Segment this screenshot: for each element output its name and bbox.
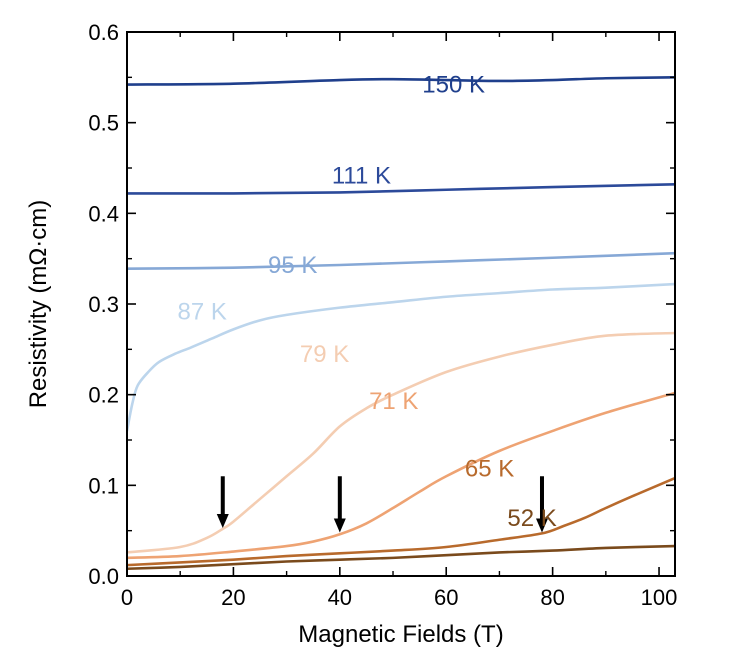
y-tick-label: 0.6	[88, 20, 119, 45]
arrow-head-icon	[535, 518, 548, 533]
curve-labels: 150 K 111 K 95 K 87 K 79 K 71 K 65 K 52 K	[178, 72, 557, 532]
curve-label-52-k: 52 K	[507, 505, 556, 532]
series-line-150-k	[127, 76, 675, 86]
series-line-87-k	[127, 282, 675, 433]
x-tick-label: 100	[641, 585, 678, 610]
curve-label-95-k: 95 K	[268, 252, 317, 279]
series-line-95-k	[127, 251, 675, 270]
curve-label-150-k: 150 K	[422, 72, 485, 99]
y-tick-label: 0.2	[88, 383, 119, 408]
curve-label-87-k: 87 K	[178, 298, 227, 325]
x-tick-label: 0	[121, 585, 133, 610]
x-axis-title: Magnetic Fields (T)	[298, 621, 503, 648]
x-tick-label: 80	[540, 585, 564, 610]
series-layer	[127, 76, 675, 571]
y-tick-label: 0.4	[88, 201, 119, 226]
arrow-head-icon	[216, 513, 229, 528]
curve-label-111-k: 111 K	[332, 162, 391, 189]
x-tick-label: 40	[328, 585, 352, 610]
series-line-111-k	[127, 183, 675, 195]
series-line-79-k	[127, 331, 675, 554]
y-tick-label: 0.3	[88, 292, 119, 317]
curve-label-71-k: 71 K	[369, 388, 418, 415]
arrow-head-icon	[333, 518, 346, 533]
y-tick-label: 0.5	[88, 111, 119, 136]
axis-ticks: 0 20 40 60 80 100 0.0 0.1 0.2 0.3 0.4 0.5 0.6	[88, 20, 677, 610]
series-line-71-k	[127, 391, 675, 560]
series-line-65-k	[127, 476, 675, 567]
arrow-annotations	[216, 476, 548, 533]
series-line-52-k	[127, 544, 675, 571]
curve-label-65-k: 65 K	[465, 455, 514, 482]
x-tick-label: 20	[221, 585, 245, 610]
y-tick-label: 0.1	[88, 473, 119, 498]
x-tick-label: 60	[434, 585, 458, 610]
y-axis-title: Resistivity (mΩ·cm)	[25, 200, 52, 409]
y-tick-label: 0.0	[88, 564, 119, 589]
curve-label-79-k: 79 K	[300, 341, 349, 368]
